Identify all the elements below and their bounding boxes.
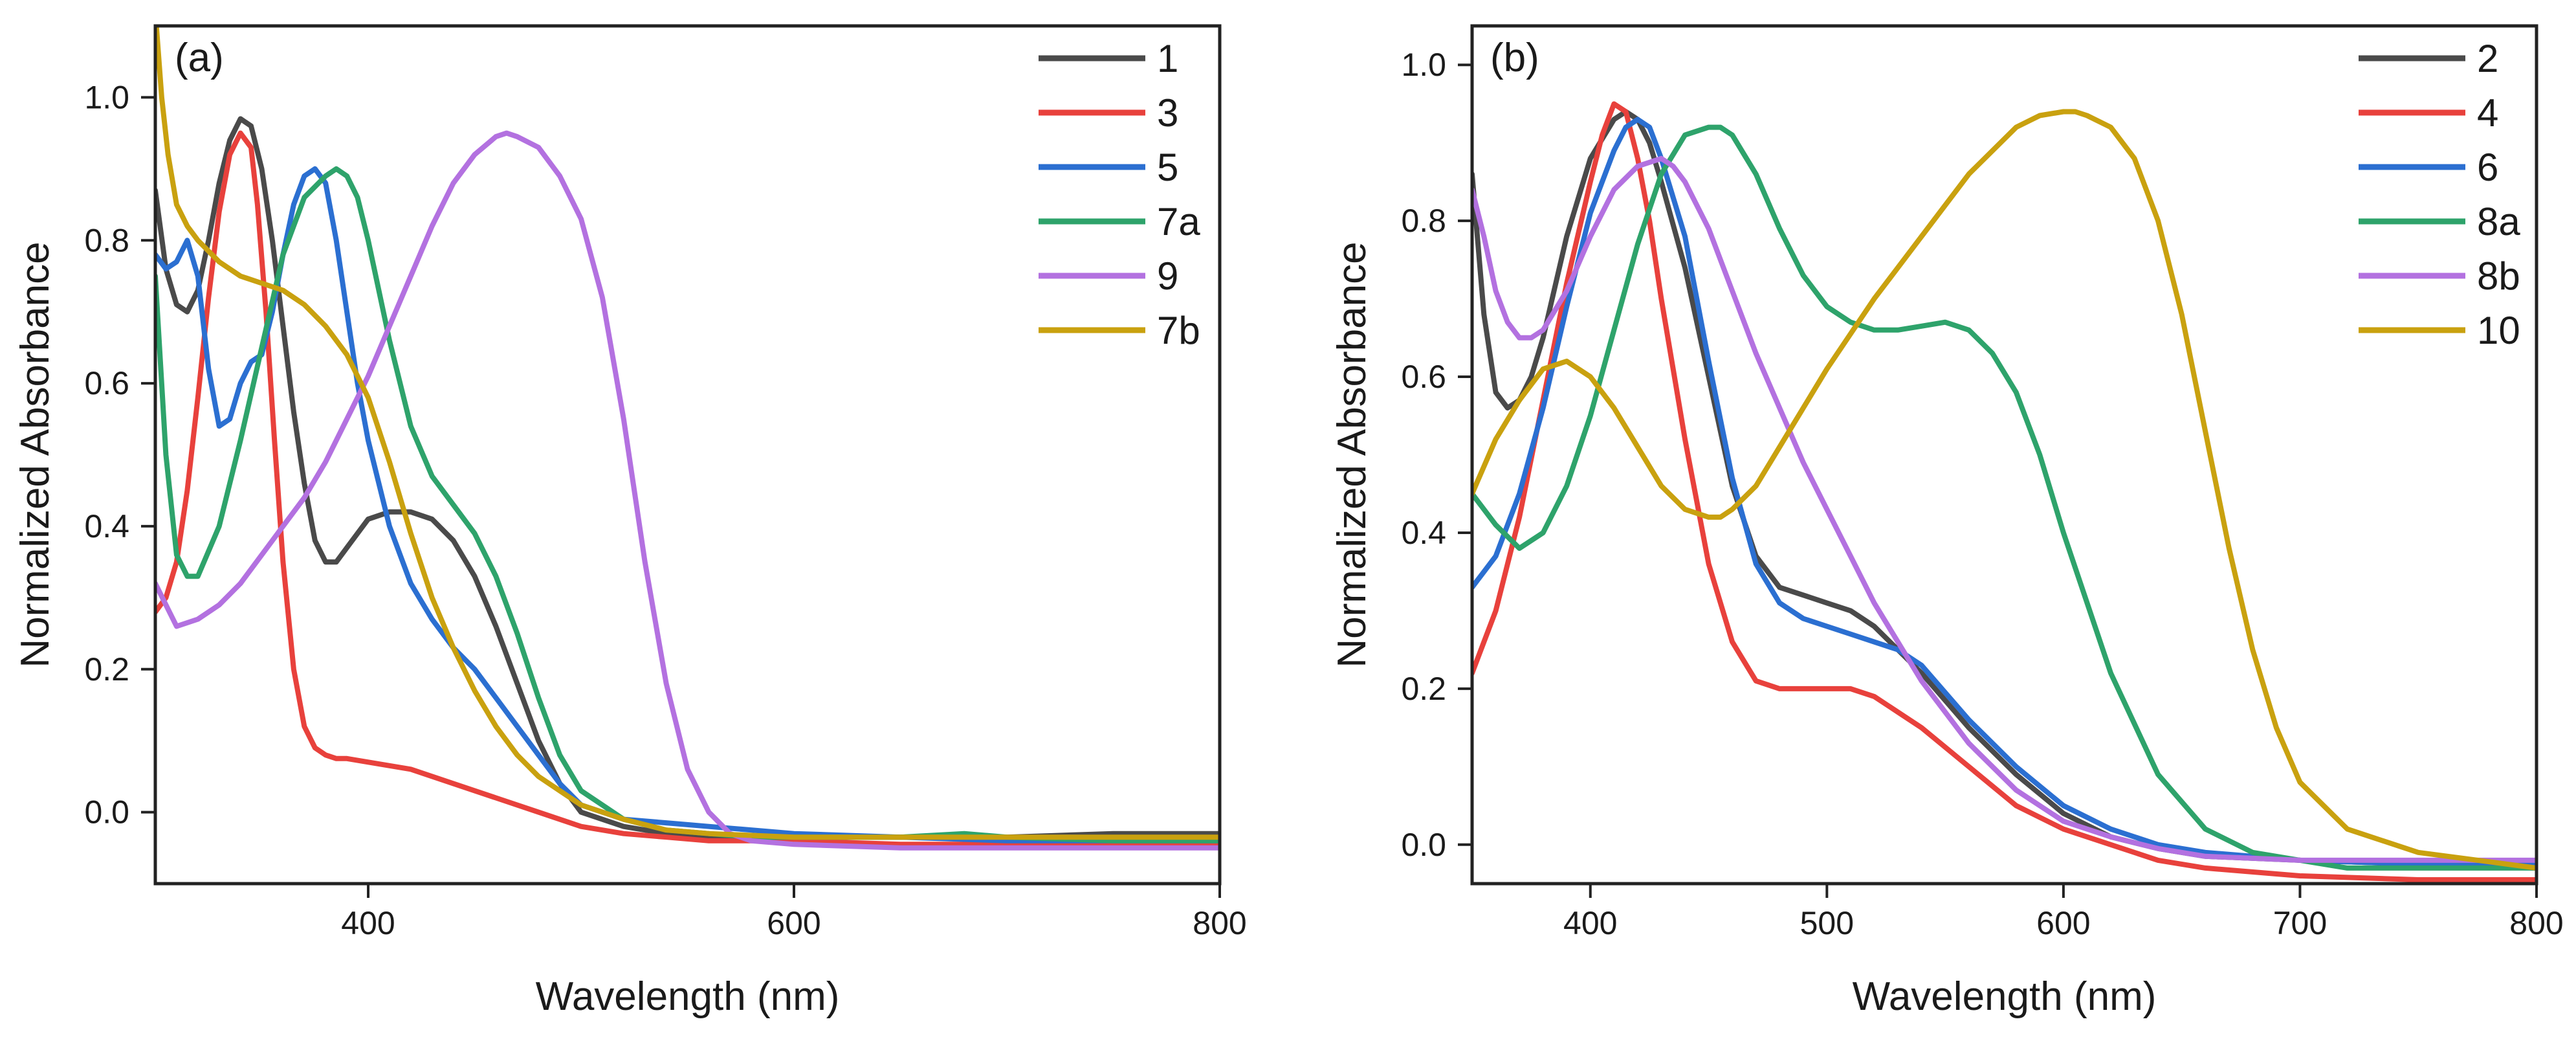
panel-b-series-6-line [1472,117,2537,867]
panel-b-chart: 400 500 600 700 800 0.0 0.2 0.4 0.6 0.8 1.0 Wavelen… [1330,24,2564,1019]
panel-b-series-group [1472,101,2537,882]
panel-b-x-tick-label: 700 [2273,905,2327,941]
panel-a-y-tick-label: 0.6 [84,365,129,401]
panel-a-y-tick-label: 0.8 [84,222,129,258]
panel-b-legend-label-2: 2 [2477,37,2498,80]
panel-a-x-tick-label: 400 [341,905,395,941]
panel-a-x-tick-label: 600 [767,905,820,941]
panel-b-y-tick-label: 0.0 [1401,827,1446,863]
panel-b-legend: 2 4 6 8a 8b 10 [2359,37,2520,352]
panel-a-y-tick-label: 0.2 [84,651,129,687]
panel-a-x-tick-label: 800 [1193,905,1246,941]
panel-a-y-tick-label: 1.0 [84,79,129,115]
panel-a-legend-label-1: 1 [1157,37,1178,80]
panel-a-legend: 1 3 5 7a 9 7b [1039,37,1200,352]
panel-a-plot-frame [153,24,1222,886]
panel-a-series-7b-line [155,26,1220,840]
panel-b-x-axis-title: Wavelength (nm) [1853,974,2157,1019]
panel-b-x-tick-label: 600 [2036,905,2090,941]
panel-b-x-tick-label: 800 [2509,905,2563,941]
panel-b-series-10-line [1472,109,2537,871]
panel-a-series-9-line [155,130,1220,851]
panel-a-y-axis-title: Normalized Absorbance [13,241,58,667]
panel-b-series-8b-line [1472,155,2537,863]
panel-a-legend-label-5: 5 [1157,146,1178,189]
panel-a-series-1-line [155,116,1220,840]
panel-b-y-tick-label: 0.4 [1401,515,1446,551]
panel-a-legend-label-7b: 7b [1157,309,1200,352]
panel-b-series-8a-line [1472,124,2537,871]
panel-b-x-tick-label: 400 [1563,905,1617,941]
panel-b-y-tick-label: 0.6 [1401,359,1446,395]
panel-a-series-3-line [155,130,1220,847]
panel-b-legend-label-8a: 8a [2477,200,2520,243]
panel-a-x-axis-title: Wavelength (nm) [536,974,840,1019]
panel-a-y-tick-label: 0.4 [84,508,129,544]
panel-b-y-tick-label: 0.8 [1401,203,1446,239]
panel-a-chart: 400 600 800 0.0 0.2 0.4 0.6 0.8 1.0 Wavelength (n… [13,24,1247,1019]
panel-b-legend-label-8b: 8b [2477,254,2520,298]
panel-a-legend-label-9: 9 [1157,254,1178,298]
panel-a-legend-label-3: 3 [1157,91,1178,135]
panel-b-y-tick-label: 0.2 [1401,671,1446,707]
panel-a-panel-label: (a) [175,36,224,80]
panel-b-panel-label: (b) [1490,36,1539,80]
panel-b-y-tick-label: 1.0 [1401,47,1446,83]
panel-a-series-group [155,26,1220,851]
panel-a-legend-label-7a: 7a [1157,200,1200,243]
panel-b-y-axis-title: Normalized Absorbance [1330,241,1374,667]
panel-a-y-tick-label: 0.0 [84,794,129,831]
panel-b-plot-frame [1470,24,2538,886]
panel-a-series-5-line [155,166,1220,843]
panel-b-legend-label-6: 6 [2477,146,2498,189]
panel-a-series-7a-line [155,166,1220,843]
panel-b-legend-label-10: 10 [2477,309,2520,352]
panel-b-series-4-line [1472,101,2537,882]
panel-b-x-tick-label: 500 [1800,905,1854,941]
panel-b-legend-label-4: 4 [2477,91,2498,135]
